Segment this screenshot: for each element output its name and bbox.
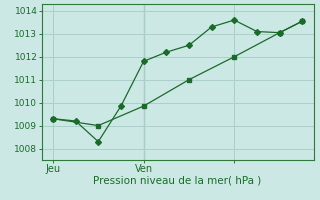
X-axis label: Pression niveau de la mer( hPa ): Pression niveau de la mer( hPa ) [93,176,262,186]
